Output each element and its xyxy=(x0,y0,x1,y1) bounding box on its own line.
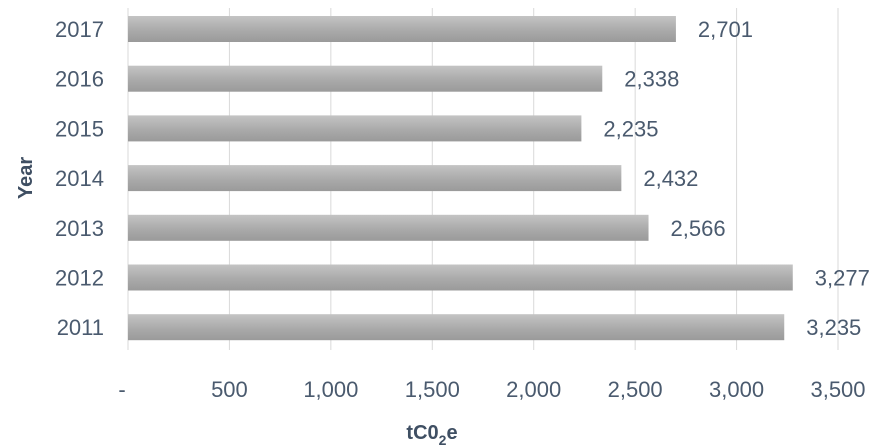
bar xyxy=(128,65,603,92)
x-tick-label: 3,500 xyxy=(810,377,865,402)
y-tick-label: 2017 xyxy=(55,17,104,42)
bar xyxy=(128,115,582,142)
y-tick-label: 2015 xyxy=(55,116,104,141)
y-axis-title: Year xyxy=(15,157,37,199)
x-tick-label: 2,000 xyxy=(506,377,561,402)
x-axis-title-main: tC0 xyxy=(406,422,438,444)
x-axis-tick-labels: - 500 1,000 1,500 2,000 2,500 3,000 3,500 xyxy=(118,377,865,402)
y-tick-label: 2013 xyxy=(55,216,104,241)
bar xyxy=(128,16,676,42)
data-label: 2,432 xyxy=(643,166,698,191)
x-tick-label: - xyxy=(118,377,125,402)
bar xyxy=(128,264,793,291)
y-tick-label: 2011 xyxy=(57,315,104,340)
x-tick-label: 2,500 xyxy=(608,377,663,402)
data-label: 2,566 xyxy=(671,216,726,241)
x-tick-label: 1,000 xyxy=(303,377,358,402)
data-label: 3,235 xyxy=(806,315,861,340)
y-tick-label: 2016 xyxy=(55,67,104,92)
bar xyxy=(128,214,649,241)
bar xyxy=(128,165,622,192)
x-axis-title-subscript: 2 xyxy=(439,432,447,448)
data-label: 2,701 xyxy=(698,17,753,42)
bar xyxy=(128,314,785,341)
y-tick-label: 2014 xyxy=(55,166,104,191)
x-tick-label: 500 xyxy=(211,377,248,402)
x-axis-title: tC02e xyxy=(406,422,457,448)
data-labels: 2,701 2,338 2,235 2,432 2,566 3,277 3,235 xyxy=(603,17,869,340)
x-tick-label: 3,000 xyxy=(709,377,764,402)
data-label: 2,235 xyxy=(603,116,658,141)
x-axis-title-tail: e xyxy=(446,422,457,444)
bars xyxy=(128,16,793,341)
y-axis-tick-labels: 2017 2016 2015 2014 2013 2012 2011 xyxy=(55,17,104,340)
y-tick-label: 2012 xyxy=(55,266,104,291)
x-tick-label: 1,500 xyxy=(405,377,460,402)
data-label: 2,338 xyxy=(624,67,679,92)
data-label: 3,277 xyxy=(815,266,870,291)
